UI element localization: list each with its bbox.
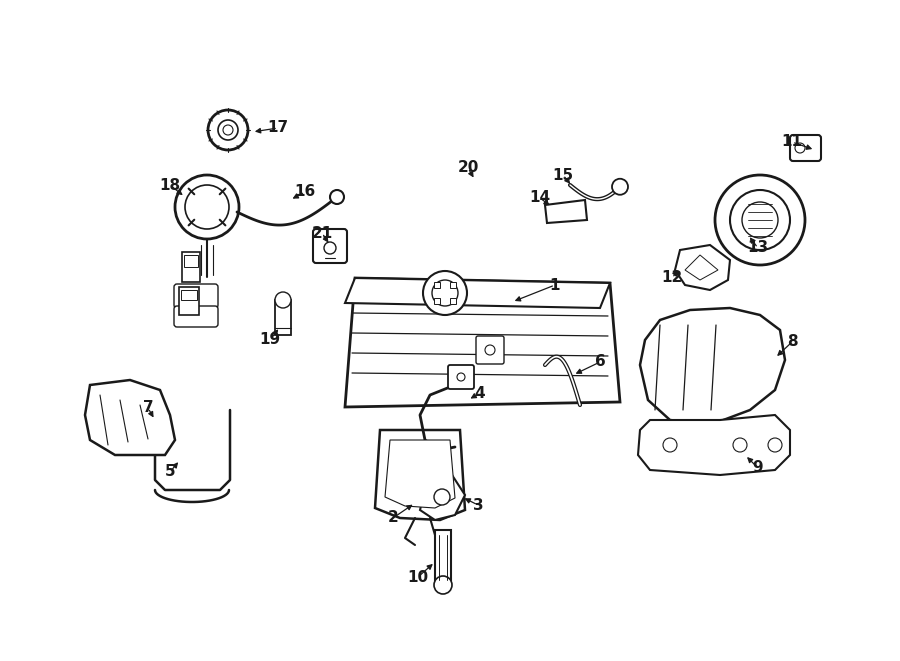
Text: 21: 21 <box>311 225 333 241</box>
Polygon shape <box>385 440 455 508</box>
Circle shape <box>457 373 465 381</box>
FancyBboxPatch shape <box>476 336 504 364</box>
Circle shape <box>223 125 233 135</box>
Circle shape <box>742 202 778 238</box>
Text: 3: 3 <box>472 498 483 512</box>
Circle shape <box>663 438 677 452</box>
Text: 6: 6 <box>595 354 606 369</box>
Text: 15: 15 <box>553 167 573 182</box>
Polygon shape <box>345 278 620 407</box>
Polygon shape <box>545 200 587 223</box>
Text: 10: 10 <box>408 570 428 584</box>
Circle shape <box>730 190 790 250</box>
Bar <box>434 282 440 288</box>
Text: 18: 18 <box>159 178 181 192</box>
Circle shape <box>432 280 458 306</box>
Bar <box>181 290 197 300</box>
Circle shape <box>434 489 450 505</box>
Text: 17: 17 <box>267 120 289 136</box>
Text: 2: 2 <box>388 510 399 525</box>
Circle shape <box>185 185 229 229</box>
Circle shape <box>423 271 467 315</box>
Circle shape <box>612 178 628 195</box>
Circle shape <box>208 110 248 150</box>
Polygon shape <box>640 308 785 425</box>
Text: 20: 20 <box>457 161 479 176</box>
Circle shape <box>175 175 239 239</box>
Circle shape <box>715 175 805 265</box>
Circle shape <box>275 292 291 308</box>
Polygon shape <box>638 415 790 475</box>
Polygon shape <box>675 245 730 290</box>
Polygon shape <box>420 475 465 520</box>
Text: 19: 19 <box>259 332 281 348</box>
Text: 13: 13 <box>747 241 769 256</box>
Text: 7: 7 <box>143 401 153 416</box>
Polygon shape <box>375 430 465 520</box>
FancyBboxPatch shape <box>174 284 218 308</box>
Bar <box>450 282 456 288</box>
Bar <box>435 530 451 585</box>
Text: 12: 12 <box>662 270 682 286</box>
Text: 5: 5 <box>165 465 176 479</box>
Polygon shape <box>345 278 610 308</box>
Circle shape <box>330 190 344 204</box>
Circle shape <box>768 438 782 452</box>
Bar <box>179 287 199 315</box>
FancyBboxPatch shape <box>313 229 347 263</box>
Bar <box>434 298 440 304</box>
Text: 8: 8 <box>787 334 797 350</box>
Polygon shape <box>685 255 718 280</box>
FancyBboxPatch shape <box>174 306 218 327</box>
Circle shape <box>218 120 238 140</box>
Polygon shape <box>85 380 175 455</box>
Circle shape <box>795 143 805 153</box>
Text: 1: 1 <box>550 278 560 293</box>
Bar <box>450 298 456 304</box>
FancyBboxPatch shape <box>790 135 821 161</box>
Circle shape <box>324 242 336 254</box>
Circle shape <box>485 345 495 355</box>
Bar <box>184 255 198 267</box>
Text: 14: 14 <box>529 190 551 206</box>
Bar <box>275 300 291 335</box>
Text: 9: 9 <box>752 461 763 475</box>
Circle shape <box>733 438 747 452</box>
Bar <box>182 252 200 282</box>
Circle shape <box>434 576 452 594</box>
Text: 16: 16 <box>294 184 316 200</box>
FancyBboxPatch shape <box>448 365 474 389</box>
Text: 11: 11 <box>781 134 803 149</box>
Text: 4: 4 <box>474 385 485 401</box>
